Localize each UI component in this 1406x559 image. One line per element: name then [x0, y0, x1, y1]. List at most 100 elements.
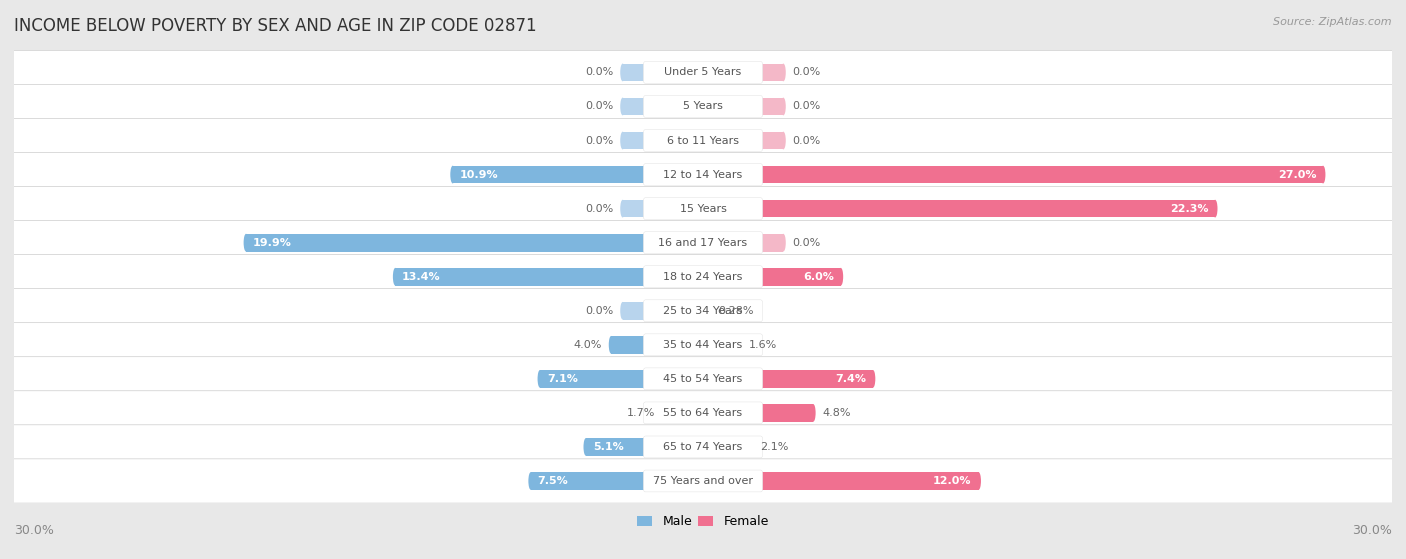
Ellipse shape: [707, 302, 711, 320]
Ellipse shape: [620, 200, 626, 217]
Text: 0.0%: 0.0%: [585, 306, 613, 316]
Text: 10.9%: 10.9%: [460, 169, 498, 179]
FancyBboxPatch shape: [0, 254, 1406, 299]
Ellipse shape: [870, 370, 876, 388]
Text: 27.0%: 27.0%: [1278, 169, 1316, 179]
Text: 13.4%: 13.4%: [402, 272, 441, 282]
FancyBboxPatch shape: [644, 300, 762, 321]
Bar: [703, 472, 979, 490]
Ellipse shape: [537, 370, 543, 388]
Text: 2.1%: 2.1%: [761, 442, 789, 452]
FancyBboxPatch shape: [644, 164, 762, 186]
Ellipse shape: [450, 165, 456, 183]
Text: 7.1%: 7.1%: [547, 374, 578, 384]
Text: Under 5 Years: Under 5 Years: [665, 68, 741, 78]
FancyBboxPatch shape: [0, 187, 1406, 231]
Bar: [703, 234, 783, 252]
Text: 0.0%: 0.0%: [585, 102, 613, 111]
Bar: [703, 200, 1215, 217]
FancyBboxPatch shape: [0, 425, 1406, 469]
Bar: [703, 98, 783, 115]
Text: 0.0%: 0.0%: [793, 102, 821, 111]
Text: 0.0%: 0.0%: [585, 68, 613, 78]
Text: 0.0%: 0.0%: [585, 135, 613, 145]
Text: 5 Years: 5 Years: [683, 102, 723, 111]
Text: 0.28%: 0.28%: [718, 306, 754, 316]
Text: 0.0%: 0.0%: [585, 203, 613, 214]
Bar: [540, 370, 703, 388]
FancyBboxPatch shape: [0, 153, 1406, 197]
FancyBboxPatch shape: [0, 50, 1406, 94]
Text: 35 to 44 Years: 35 to 44 Years: [664, 340, 742, 350]
FancyBboxPatch shape: [0, 221, 1406, 265]
Bar: [703, 64, 783, 81]
FancyBboxPatch shape: [0, 459, 1406, 503]
Text: 30.0%: 30.0%: [14, 524, 53, 537]
FancyBboxPatch shape: [644, 266, 762, 288]
Bar: [246, 234, 703, 252]
FancyBboxPatch shape: [644, 436, 762, 458]
FancyBboxPatch shape: [0, 323, 1406, 367]
FancyBboxPatch shape: [0, 119, 1406, 163]
Ellipse shape: [780, 64, 786, 81]
FancyBboxPatch shape: [0, 84, 1406, 129]
Text: 7.5%: 7.5%: [537, 476, 568, 486]
Text: 0.0%: 0.0%: [793, 238, 821, 248]
Bar: [453, 165, 703, 183]
Text: 15 Years: 15 Years: [679, 203, 727, 214]
Text: 19.9%: 19.9%: [253, 238, 292, 248]
Bar: [612, 336, 703, 354]
Text: 4.8%: 4.8%: [823, 408, 851, 418]
FancyBboxPatch shape: [644, 368, 762, 390]
Text: 6 to 11 Years: 6 to 11 Years: [666, 135, 740, 145]
Bar: [623, 64, 703, 81]
Ellipse shape: [838, 268, 844, 286]
FancyBboxPatch shape: [0, 357, 1406, 401]
Ellipse shape: [620, 64, 626, 81]
Ellipse shape: [609, 336, 613, 354]
Ellipse shape: [749, 438, 754, 456]
Text: 7.4%: 7.4%: [835, 374, 866, 384]
Ellipse shape: [811, 404, 815, 421]
FancyBboxPatch shape: [644, 402, 762, 424]
Bar: [395, 268, 703, 286]
Text: 55 to 64 Years: 55 to 64 Years: [664, 408, 742, 418]
Text: 16 and 17 Years: 16 and 17 Years: [658, 238, 748, 248]
Ellipse shape: [583, 438, 588, 456]
Text: 1.7%: 1.7%: [627, 408, 655, 418]
Text: 5.1%: 5.1%: [593, 442, 623, 452]
Ellipse shape: [392, 268, 398, 286]
Text: 65 to 74 Years: 65 to 74 Years: [664, 442, 742, 452]
Bar: [623, 132, 703, 149]
Text: 12 to 14 Years: 12 to 14 Years: [664, 169, 742, 179]
Bar: [664, 404, 703, 421]
Bar: [703, 336, 740, 354]
Bar: [623, 200, 703, 217]
Bar: [531, 472, 703, 490]
FancyBboxPatch shape: [644, 470, 762, 492]
Text: 0.0%: 0.0%: [793, 135, 821, 145]
Bar: [586, 438, 703, 456]
Text: 4.0%: 4.0%: [574, 340, 602, 350]
Ellipse shape: [1320, 165, 1326, 183]
FancyBboxPatch shape: [644, 334, 762, 356]
FancyBboxPatch shape: [0, 391, 1406, 435]
Text: 1.6%: 1.6%: [749, 340, 778, 350]
Bar: [703, 302, 710, 320]
FancyBboxPatch shape: [644, 61, 762, 83]
FancyBboxPatch shape: [644, 96, 762, 117]
Text: 45 to 54 Years: 45 to 54 Years: [664, 374, 742, 384]
Bar: [703, 165, 1323, 183]
Ellipse shape: [620, 302, 626, 320]
Bar: [623, 302, 703, 320]
Text: INCOME BELOW POVERTY BY SEX AND AGE IN ZIP CODE 02871: INCOME BELOW POVERTY BY SEX AND AGE IN Z…: [14, 17, 537, 35]
Text: 30.0%: 30.0%: [1353, 524, 1392, 537]
Text: 0.0%: 0.0%: [793, 68, 821, 78]
Ellipse shape: [780, 132, 786, 149]
FancyBboxPatch shape: [644, 232, 762, 254]
Ellipse shape: [243, 234, 249, 252]
Text: 22.3%: 22.3%: [1170, 203, 1208, 214]
Ellipse shape: [976, 472, 981, 490]
FancyBboxPatch shape: [644, 198, 762, 220]
Ellipse shape: [780, 234, 786, 252]
